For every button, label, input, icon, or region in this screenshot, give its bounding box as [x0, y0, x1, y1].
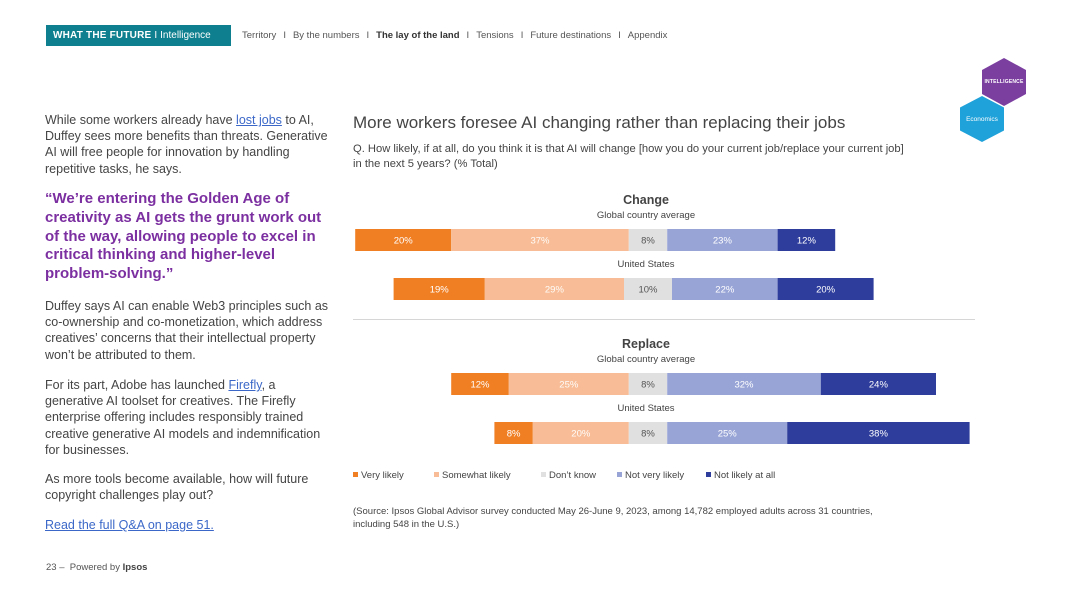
brand-separator: I	[154, 30, 158, 41]
bar-segment	[355, 229, 452, 251]
firefly-text-start: For its part, Adobe has launched	[45, 378, 229, 392]
nav-divider: I	[520, 30, 524, 41]
bar-segment	[777, 229, 836, 251]
legend-swatch	[434, 472, 439, 477]
intelligence-badge-label: INTELLIGENCE	[984, 79, 1024, 85]
brand-subtitle: Intelligence	[160, 30, 211, 41]
row-label: United States	[617, 259, 674, 270]
nav-item-future-destinations[interactable]: Future destinations	[530, 30, 612, 41]
data-label: 8%	[507, 429, 521, 440]
bar-segment	[624, 278, 672, 300]
row-label: Global country average	[597, 210, 695, 221]
page-footer: 23 – Powered by Ipsos	[46, 562, 147, 573]
survey-question: Q. How likely, if at all, do you think i…	[353, 143, 904, 170]
section-nav: Territory I By the numbers I The lay of the …	[242, 30, 667, 41]
group-title-replace: Replace	[622, 337, 670, 351]
bar-segment	[787, 422, 970, 444]
bar-segment	[820, 373, 936, 395]
bar-segment	[777, 278, 874, 300]
bar-segment	[667, 373, 821, 395]
legend-label: Very likely	[361, 470, 404, 481]
data-label: 25%	[559, 380, 579, 391]
data-label: 12%	[797, 236, 817, 247]
data-label: 20%	[571, 429, 591, 440]
nav-item-tensions[interactable]: Tensions	[476, 30, 514, 41]
copyright-paragraph: As more tools become available, how will…	[45, 472, 309, 503]
nav-divider: I	[283, 30, 286, 41]
legend-swatch	[617, 472, 622, 477]
web3-paragraph: Duffey says AI can enable Web3 principle…	[45, 299, 329, 362]
brand-tag[interactable]: WHAT THE FUTURE I Intelligence	[46, 25, 231, 46]
nav-item-lay-of-the-land[interactable]: The lay of the land	[376, 30, 460, 41]
intro-text-end: to AI, Duffey sees more benefits than th…	[45, 113, 328, 176]
powered-by: Powered by	[69, 562, 120, 573]
data-label: 10%	[638, 285, 658, 296]
firefly-text-end: , a generative AI toolset for creatives.…	[45, 378, 321, 457]
nav-item-appendix[interactable]: Appendix	[627, 30, 668, 41]
firefly-link[interactable]: Firefly	[228, 378, 262, 392]
nav-divider: I	[618, 30, 621, 41]
nav-divider: I	[466, 30, 470, 41]
data-label: 37%	[530, 236, 550, 247]
data-label: 20%	[816, 285, 836, 296]
legend-swatch	[353, 472, 358, 477]
bar-segment	[532, 422, 629, 444]
data-label: 8%	[641, 380, 655, 391]
data-label: 38%	[869, 429, 889, 440]
data-label: 12%	[470, 380, 490, 391]
bar-segment	[628, 373, 668, 395]
legend-label: Don’t know	[549, 470, 596, 481]
lost-jobs-link[interactable]: lost jobs	[236, 113, 282, 127]
bar-segment	[672, 278, 778, 300]
bar-segment	[393, 278, 485, 300]
nav-divider: I	[366, 30, 370, 41]
bar-segment	[628, 422, 668, 444]
data-label: 24%	[869, 380, 889, 391]
bar-segment	[494, 422, 533, 444]
bar-segment	[667, 229, 778, 251]
bar-segment	[451, 229, 629, 251]
group-title-change: Change	[623, 193, 669, 207]
page-number: 23 –	[46, 562, 65, 573]
data-label: 29%	[545, 285, 565, 296]
data-label: 19%	[430, 285, 450, 296]
row-label: Global country average	[597, 354, 695, 365]
bar-segment	[667, 422, 788, 444]
bar-segment	[451, 373, 509, 395]
data-label: 32%	[734, 380, 754, 391]
data-label: 8%	[641, 236, 655, 247]
legend-label: Not likely at all	[714, 470, 775, 481]
brand-name: WHAT THE FUTURE	[53, 30, 152, 41]
economics-badge-label: Economics	[966, 115, 998, 123]
legend-label: Not very likely	[625, 470, 684, 481]
legend-swatch	[706, 472, 711, 477]
bar-segment	[484, 278, 624, 300]
chart-title: More workers foresee AI changing rather …	[353, 113, 846, 132]
legend-label: Somewhat likely	[442, 470, 511, 481]
bar-segment	[628, 229, 668, 251]
data-label: 20%	[394, 236, 414, 247]
firefly-paragraph: For its part, Adobe has launched Firefly…	[45, 377, 330, 458]
data-label: 8%	[641, 429, 655, 440]
bar-segment	[508, 373, 629, 395]
source-note: (Source: Ipsos Global Advisor survey con…	[353, 506, 873, 530]
topic-badges: INTELLIGENCE Economics	[958, 56, 1028, 146]
data-label: 25%	[718, 429, 738, 440]
legend-swatch	[541, 472, 546, 477]
intro-paragraph: While some workers already have lost job…	[45, 112, 330, 177]
nav-item-territory[interactable]: Territory	[242, 30, 277, 41]
footer-brand: Ipsos	[122, 562, 148, 573]
intro-text-start: While some workers already have	[45, 113, 237, 127]
read-more-link[interactable]: Read the full Q&A on page 51.	[45, 518, 214, 532]
nav-item-by-the-numbers[interactable]: By the numbers	[292, 30, 360, 41]
row-label: United States	[617, 403, 674, 414]
data-label: 23%	[713, 236, 733, 247]
pull-quote: “We’re entering the Golden Age of creati…	[45, 190, 322, 283]
data-label: 22%	[715, 285, 735, 296]
